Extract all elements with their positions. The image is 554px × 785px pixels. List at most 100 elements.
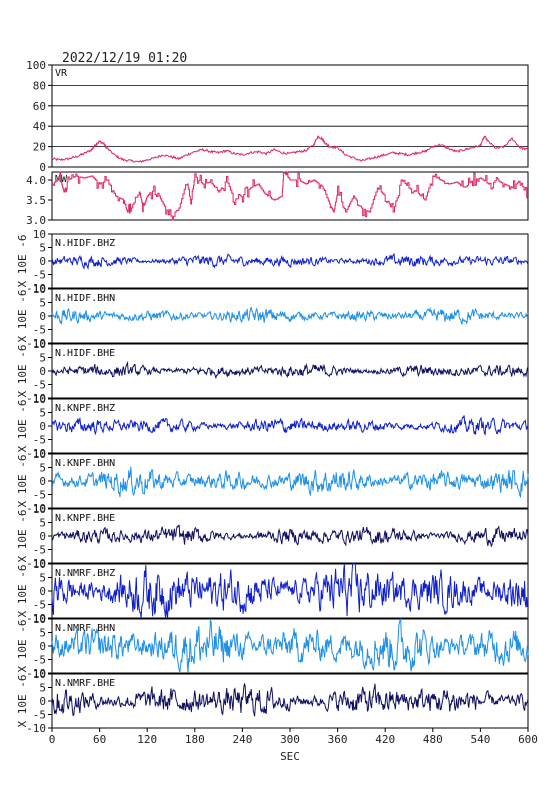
waveform-label-n-hidf-bhz: N.HIDF.BHZ xyxy=(55,238,115,249)
waveform-ytick-label: 10 xyxy=(33,558,46,571)
waveform-ytick-label: -10 xyxy=(26,392,46,405)
vr-ytick-label: 60 xyxy=(33,100,46,113)
x-axis-tick-label: 60 xyxy=(93,733,106,746)
waveform-ytick-label: 0 xyxy=(39,695,46,708)
waveform-ytick-label: -5 xyxy=(33,434,46,447)
waveform-ytick-label: 0 xyxy=(39,475,46,488)
figure-datetime-title: 2022/12/19 01:20 xyxy=(62,51,187,66)
x-axis-tick-label: 480 xyxy=(423,733,443,746)
vr-ytick-label: 80 xyxy=(33,79,46,92)
x-axis-tick-label: 0 xyxy=(49,733,56,746)
waveform-trace-n-knpf-bhe xyxy=(51,524,529,548)
waveform-unit-label: X 10E -6 xyxy=(16,235,29,288)
waveform-ytick-label: 0 xyxy=(39,420,46,433)
waveform-ytick-label: 5 xyxy=(39,462,46,475)
x-axis-tick-label: 360 xyxy=(328,733,348,746)
waveform-trace-n-hidf-bhn xyxy=(51,306,529,326)
waveform-ytick-label: -10 xyxy=(26,557,46,570)
x-axis-title: SEC xyxy=(280,750,300,763)
waveform-trace-n-hidf-bhe xyxy=(51,360,529,380)
waveform-unit-label: X 10E -6 xyxy=(16,345,29,398)
waveform-ytick-label: 5 xyxy=(39,297,46,310)
x-axis-tick-label: 300 xyxy=(280,733,300,746)
waveform-ytick-label: 10 xyxy=(33,393,46,406)
waveform-ytick-label: -10 xyxy=(26,667,46,680)
waveform-ytick-label: -10 xyxy=(26,447,46,460)
waveform-ytick-label: 5 xyxy=(39,682,46,695)
waveform-ytick-label: 0 xyxy=(39,530,46,543)
waveform-ytick-label: 0 xyxy=(39,640,46,653)
waveform-ytick-label: -5 xyxy=(33,489,46,502)
mw-ytick-label: 3.5 xyxy=(26,194,46,207)
waveform-label-n-nmrf-bhn: N.NMRF.BHN xyxy=(55,623,115,634)
waveform-ytick-label: -5 xyxy=(33,709,46,722)
waveform-unit-label: X 10E -6 xyxy=(16,400,29,453)
waveform-ytick-label: -5 xyxy=(33,599,46,612)
mw-series-line xyxy=(52,171,529,221)
waveform-unit-label: X 10E -6 xyxy=(16,620,29,673)
waveform-trace-n-nmrf-bhn xyxy=(51,617,529,673)
waveform-ytick-label: -5 xyxy=(33,379,46,392)
waveform-label-n-knpf-bhe: N.KNPF.BHE xyxy=(55,513,115,524)
waveform-ytick-label: 10 xyxy=(33,228,46,241)
x-axis-tick-label: 180 xyxy=(185,733,205,746)
waveform-ytick-label: 10 xyxy=(33,668,46,681)
waveform-ytick-label: 10 xyxy=(33,448,46,461)
vr-ytick-label: 100 xyxy=(26,59,46,72)
waveform-ytick-label: -10 xyxy=(26,337,46,350)
waveform-label-n-knpf-bhz: N.KNPF.BHZ xyxy=(55,403,115,414)
waveform-panel-frame-n-knpf-bhe xyxy=(51,508,529,564)
waveform-ytick-label: -10 xyxy=(26,502,46,515)
vr-ytick-label: 40 xyxy=(33,120,46,133)
waveform-ytick-label: 0 xyxy=(39,585,46,598)
mw-ytick-label: 4.0 xyxy=(26,174,46,187)
waveform-ytick-label: -5 xyxy=(33,269,46,282)
waveform-ytick-label: -5 xyxy=(33,324,46,337)
mw-panel-frame xyxy=(51,171,529,221)
waveform-trace-n-hidf-bhz xyxy=(51,253,529,270)
waveform-ytick-label: 10 xyxy=(33,613,46,626)
waveform-ytick-label: -5 xyxy=(33,544,46,557)
mw-ytick-label: 3.0 xyxy=(26,214,46,227)
waveform-trace-n-knpf-bhz xyxy=(51,415,529,436)
waveform-label-n-nmrf-bhz: N.NMRF.BHZ xyxy=(55,568,115,579)
waveform-panel-frame-n-hidf-bhz xyxy=(51,233,529,289)
waveform-ytick-label: -10 xyxy=(26,722,46,735)
x-axis-tick-label: 540 xyxy=(470,733,490,746)
vr-ytick-label: 20 xyxy=(33,141,46,154)
waveform-ytick-label: 5 xyxy=(39,572,46,585)
waveform-ytick-label: 5 xyxy=(39,517,46,530)
waveform-ytick-label: -5 xyxy=(33,654,46,667)
vr-ytick-label: 0 xyxy=(39,161,46,174)
x-axis-tick-label: 120 xyxy=(137,733,157,746)
waveform-trace-n-nmrf-bhe xyxy=(51,682,529,717)
waveform-ytick-label: -10 xyxy=(26,612,46,625)
waveform-label-n-hidf-bhe: N.HIDF.BHE xyxy=(55,348,115,359)
waveform-unit-label: X 10E -6 xyxy=(16,290,29,343)
waveform-ytick-label: 5 xyxy=(39,352,46,365)
waveform-ytick-label: 10 xyxy=(33,338,46,351)
waveform-unit-label: X 10E -6 xyxy=(16,565,29,618)
waveform-ytick-label: 10 xyxy=(33,503,46,516)
waveform-label-n-nmrf-bhe: N.NMRF.BHE xyxy=(55,678,115,689)
waveform-ytick-label: 10 xyxy=(33,283,46,296)
waveform-ytick-label: 5 xyxy=(39,627,46,640)
waveform-label-n-knpf-bhn: N.KNPF.BHN xyxy=(55,458,115,469)
waveform-trace-n-nmrf-bhz xyxy=(51,563,529,619)
waveform-ytick-label: 0 xyxy=(39,365,46,378)
waveform-ytick-label: 5 xyxy=(39,242,46,255)
waveform-ytick-label: -10 xyxy=(26,282,46,295)
waveform-unit-label: X 10E -6 xyxy=(16,675,29,728)
waveform-unit-label: X 10E -6 xyxy=(16,510,29,563)
waveform-ytick-label: 0 xyxy=(39,255,46,268)
x-axis-tick-label: 600 xyxy=(518,733,538,746)
waveform-ytick-label: 5 xyxy=(39,407,46,420)
vr-panel-frame xyxy=(51,64,529,168)
waveform-ytick-label: 0 xyxy=(39,310,46,323)
x-axis-tick-label: 420 xyxy=(375,733,395,746)
waveform-trace-n-knpf-bhn xyxy=(51,466,529,499)
vr-series-line xyxy=(51,135,529,163)
waveform-unit-label: X 10E -6 xyxy=(16,455,29,508)
